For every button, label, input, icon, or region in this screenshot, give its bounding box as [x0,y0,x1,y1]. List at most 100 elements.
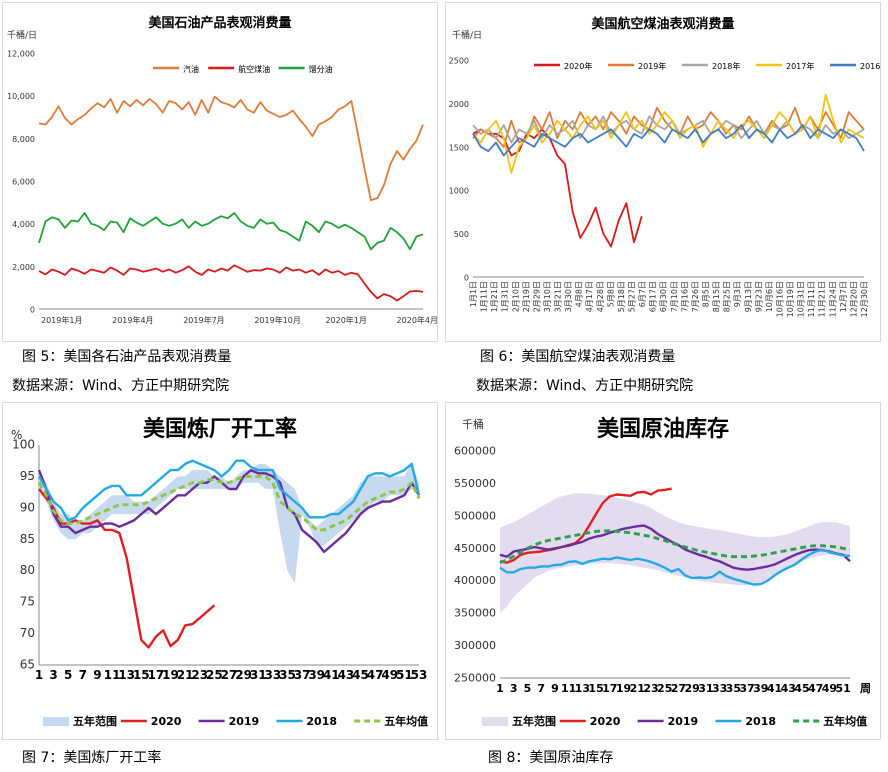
y-tick-label: 550000 [454,477,496,490]
x-tick-label: 3月30日 [564,281,573,312]
series-line-馏分油 [38,212,424,251]
x-tick-label: 47 [808,682,823,695]
legend-label: 航空煤油 [238,64,270,74]
chart-jet-fuel-consumption: 美国航空煤油表观消费量 千桶/日 0 500 1000 1500 2000 2500 1月1日 1… [445,2,888,342]
series-line-五年均值 [499,529,851,564]
x-tick-label: 1月1日 [469,281,478,307]
x-tick-label: 27 [671,682,686,695]
x-tick-label: 5月27日 [628,281,637,312]
x-tick-label: 5 [524,682,532,695]
y-axis-label: % [11,428,22,442]
x-tick-label: 4月8日 [575,281,584,307]
x-tick-label: 2020年1月 [325,315,366,325]
x-tick-label: 7月26日 [691,281,700,312]
x-tick-label: 10月31日 [797,281,806,317]
x-tick-label: 9月13日 [744,281,753,312]
x-tick-label: 25 [657,682,672,695]
y-tick-label: 0 [30,306,35,315]
y-tick-label: 600000 [454,445,496,458]
x-tick-label: 6月17日 [649,281,658,312]
x-tick-label: 11 [561,682,576,695]
legend-label: 五年范围 [73,714,117,728]
y-tick-label: 80 [20,563,35,577]
legend-swatch [482,717,508,726]
x-tick-label: 2019年1月 [41,315,82,325]
x-tick-label: 3 [49,668,57,682]
x-tick-label: 10月16日 [775,281,784,317]
x-tick-label: 45 [794,682,809,695]
x-tick-label: 1 [35,668,43,682]
x-tick-label: 29 [235,668,252,682]
x-tick-label: 49 [381,668,398,682]
legend-label: 2016年 [860,61,880,71]
data-source: 数据来源：Wind、方正中期研究院 [12,378,230,394]
chart-title: 美国原油库存 [597,416,729,442]
legend-swatch [43,717,69,726]
chart-svg: 美国原油库存 千桶 250000 300000 350000 400000 450000 50… [454,416,871,728]
y-tick-label: 2000 [449,100,469,109]
x-tick-label: 7 [537,682,545,695]
y-tick-label: 12,000 [7,50,35,59]
x-tick-label: 4月28日 [596,281,605,312]
y-tick-label: 75 [20,595,35,609]
x-tick-label: 43 [338,668,355,682]
x-tick-label: 11月24日 [828,281,837,317]
x-tick-label: 8月5日 [701,281,710,307]
x-tick-label: 12月30日 [860,281,869,317]
y-axis-label: 千桶/日 [7,29,37,41]
y-tick-label: 8,000 [12,135,35,144]
x-tick-label: 25 [206,668,223,682]
series-line-2018 [37,459,421,522]
y-tick-label: 6,000 [12,178,35,187]
x-tick-label: 17 [148,668,165,682]
x-tick-label: 17 [602,682,617,695]
legend-label: 2019 [668,715,699,728]
x-tick-label: 47 [367,668,384,682]
legend-label: 2020 [590,715,621,728]
x-tick-label: 31 [698,682,713,695]
x-tick-label: 11月21日 [818,281,827,317]
x-tick-label: 37 [294,668,311,682]
x-tick-label: 7 [79,668,87,682]
x-tick-label: 45 [352,668,369,682]
x-tick-label: 11 [104,668,121,682]
series-line-2016年 [472,124,865,157]
x-tick-label: 41 [323,668,340,682]
x-tick-label: 2月10日 [511,281,520,312]
x-tick-label: 12月20日 [849,281,858,317]
figure-caption: 图 5：美国各石油产品表观消费量 [22,349,232,365]
x-tick-label: 3月21日 [554,281,563,312]
y-tick-label: 400000 [454,574,496,587]
x-tick-label: 9 [551,682,559,695]
legend-label: 2017年 [786,61,814,71]
series-line-2017年 [472,93,865,174]
x-tick-label: 33 [712,682,727,695]
x-tick-label: 2月19日 [522,281,531,312]
x-tick-label: 9月23日 [754,281,763,312]
x-tick-label: 2019年7月 [183,315,224,325]
x-tick-label: 9月3日 [733,281,742,307]
x-tick-label: 27 [221,668,238,682]
series-line-五年均值 [37,474,421,532]
x-tick-label: 39 [308,668,325,682]
legend-label: 2019 [229,715,260,728]
series-line-2020 [499,487,672,564]
x-tick-label: 39 [753,682,768,695]
x-tick-label: 3 [510,682,518,695]
chart-petroleum-consumption: 美国石油产品表观消费量 千桶/日 0 2,000 4,000 6,000 8,000 10,0… [2,2,438,342]
x-tick-label: 2019年10月 [254,315,301,325]
legend-label: 2018年 [712,61,740,71]
y-tick-label: 4,000 [12,220,35,229]
x-tick-label: 6月7日 [638,281,647,307]
x-tick-label: 29 [685,682,700,695]
legend-label: 五年均值 [823,714,867,728]
x-tick-label: 10月6日 [765,281,774,312]
legend-label: 汽油 [183,64,199,74]
x-axis-unit: 周 [860,682,871,695]
x-tick-label: 2月29日 [532,281,541,312]
x-tick-label: 13 [118,668,135,682]
legend-label: 五年范围 [512,714,556,728]
